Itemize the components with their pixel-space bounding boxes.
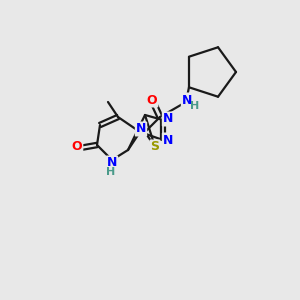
Text: N: N xyxy=(107,157,117,169)
Text: N: N xyxy=(182,94,192,106)
Text: N: N xyxy=(163,134,173,146)
Text: N: N xyxy=(163,112,173,125)
Text: S: S xyxy=(151,140,160,154)
Text: O: O xyxy=(147,94,157,106)
Text: N: N xyxy=(136,122,146,136)
Text: H: H xyxy=(106,167,116,177)
Text: O: O xyxy=(72,140,82,154)
Text: H: H xyxy=(190,101,200,111)
